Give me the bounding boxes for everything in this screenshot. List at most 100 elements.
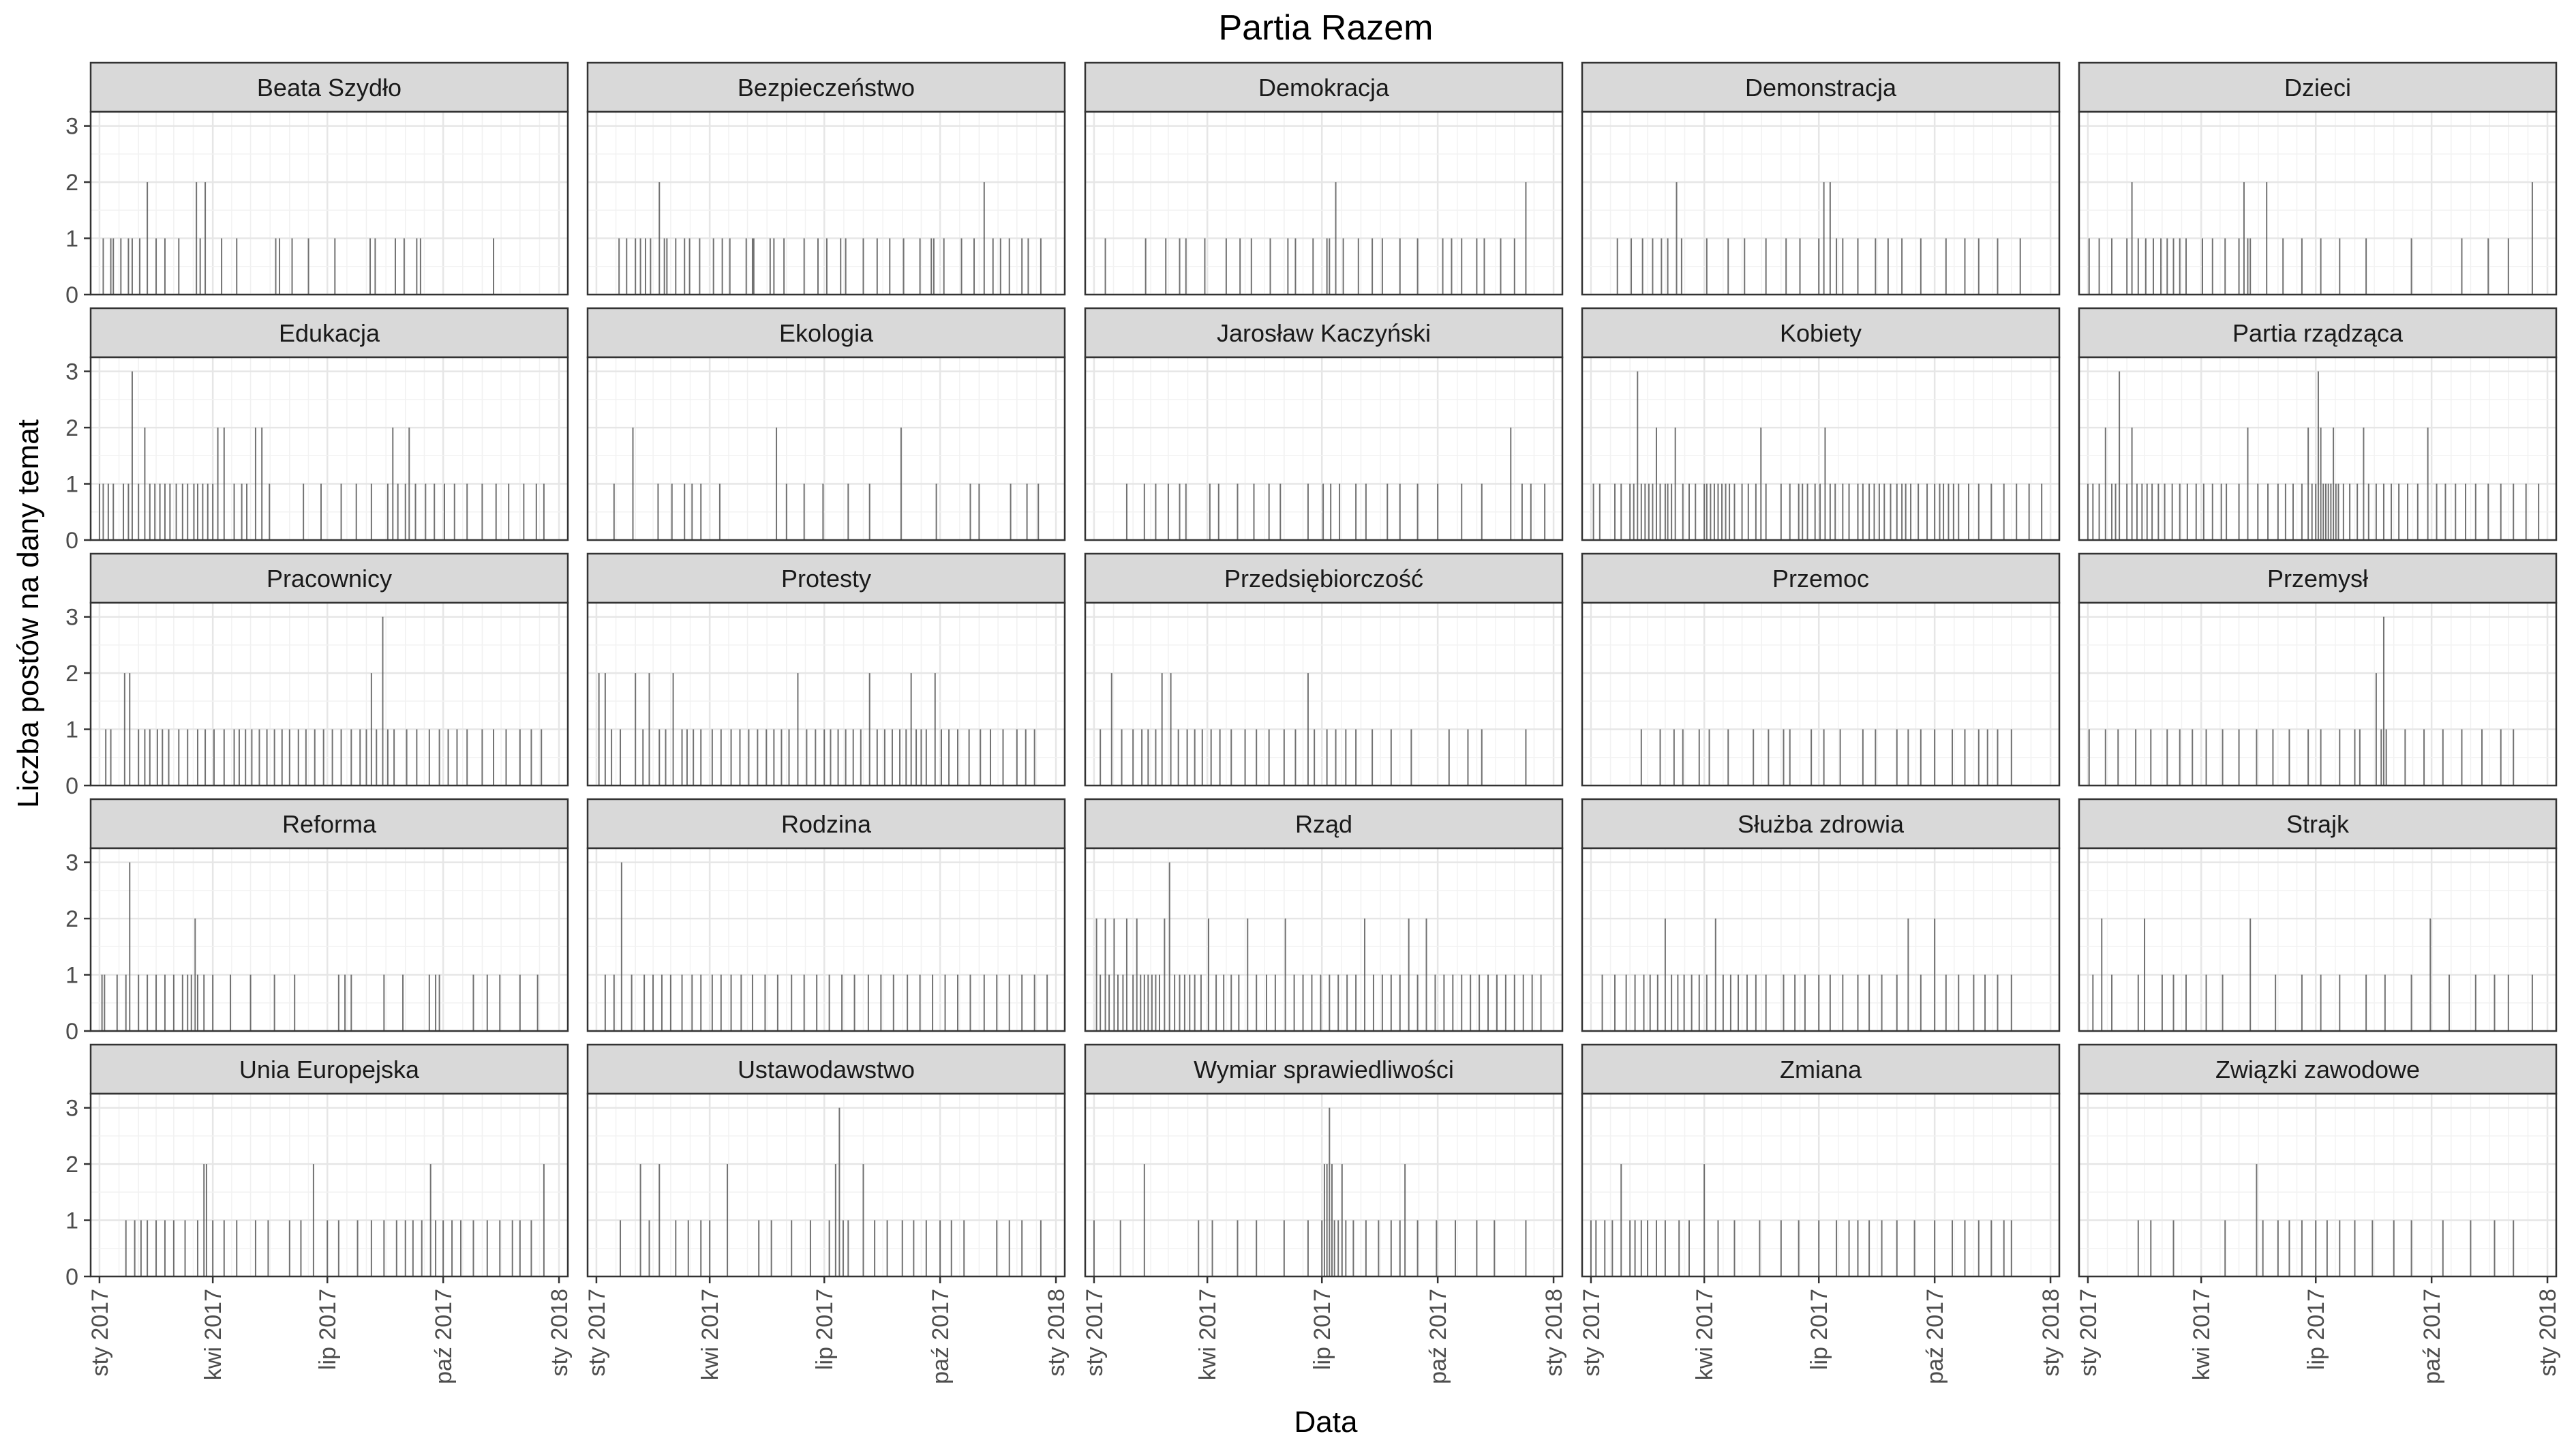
panel-border bbox=[1084, 847, 1564, 1032]
facet-strip-label: Przemoc bbox=[1772, 565, 1869, 593]
facet-strip bbox=[2078, 798, 2558, 850]
panel-border bbox=[2078, 356, 2558, 541]
facet-strip-label: Rodzina bbox=[781, 810, 872, 838]
x-tick-label: lip 2017 bbox=[1309, 1289, 1335, 1370]
plot-background bbox=[2079, 603, 2556, 786]
y-tick-label: 3 bbox=[65, 850, 78, 876]
facet-panel: Demonstracja bbox=[1581, 61, 2061, 296]
facet-panel: Służba zdrowia bbox=[1581, 798, 2061, 1032]
x-tick-label: lip 2017 bbox=[2303, 1289, 2329, 1370]
facet-strip bbox=[1581, 1043, 2061, 1095]
x-tick-label: paź 2017 bbox=[1425, 1289, 1451, 1384]
panel-border bbox=[89, 110, 569, 296]
plot-background bbox=[588, 357, 1065, 540]
x-tick-label: kwi 2017 bbox=[1195, 1289, 1221, 1380]
facet-strip-label: Dzieci bbox=[2284, 74, 2351, 102]
plot-background bbox=[1582, 1094, 2059, 1276]
facet-strip-label: Protesty bbox=[781, 565, 871, 593]
x-tick-label: sty 2018 bbox=[1044, 1289, 1070, 1377]
plot-background bbox=[1582, 848, 2059, 1031]
facet-strip bbox=[89, 1043, 569, 1095]
x-tick-label: sty 2017 bbox=[584, 1289, 610, 1377]
x-tick-label: sty 2017 bbox=[1082, 1289, 1108, 1377]
y-tick-label: 3 bbox=[65, 359, 78, 385]
facet-strip bbox=[2078, 61, 2558, 113]
facet-strip bbox=[2078, 307, 2558, 359]
facet-strip-label: Wymiar sprawiedliwości bbox=[1194, 1056, 1454, 1084]
facet-panel: Zmiana sty 2017 kwi 2017 lip 2017 paź 2017 st… bbox=[1579, 1043, 2064, 1384]
facet-strip bbox=[586, 798, 1066, 850]
panel-border bbox=[586, 1092, 1066, 1278]
facet-strip bbox=[1084, 552, 1564, 604]
plot-background bbox=[588, 848, 1065, 1031]
y-tick-label: 3 bbox=[65, 605, 78, 631]
panel-border bbox=[2078, 601, 2558, 787]
plot-background bbox=[1085, 603, 1562, 786]
facet-strip bbox=[2078, 1043, 2558, 1095]
plot-background bbox=[91, 603, 568, 786]
panel-border bbox=[586, 847, 1066, 1032]
facet-strip-label: Unia Europejska bbox=[239, 1056, 420, 1084]
facet-panel: Ekologia bbox=[586, 307, 1066, 541]
facet-panel: Pracownicy 0 1 2 3 bbox=[65, 552, 569, 799]
plot-background bbox=[588, 603, 1065, 786]
x-tick-label: paź 2017 bbox=[928, 1289, 954, 1384]
plot-background bbox=[91, 1094, 568, 1276]
panel-border bbox=[1581, 110, 2061, 296]
facet-strip bbox=[1084, 307, 1564, 359]
facet-panel: Rząd bbox=[1084, 798, 1564, 1032]
facet-strip bbox=[1581, 552, 2061, 604]
facet-panel: Jarosław Kaczyński bbox=[1084, 307, 1564, 541]
facet-panel: Dzieci bbox=[2078, 61, 2558, 296]
y-tick-label: 0 bbox=[65, 773, 78, 799]
y-tick-label: 0 bbox=[65, 528, 78, 554]
x-tick-label: kwi 2017 bbox=[2189, 1289, 2215, 1380]
x-tick-label: paź 2017 bbox=[431, 1289, 457, 1384]
y-tick-label: 0 bbox=[65, 1019, 78, 1045]
panel-border bbox=[1581, 601, 2061, 787]
y-tick-label: 3 bbox=[65, 1096, 78, 1122]
y-tick-label: 1 bbox=[65, 472, 78, 498]
facet-strip bbox=[89, 307, 569, 359]
y-tick-label: 2 bbox=[65, 415, 78, 441]
facet-panel: Unia Europejska 0 1 2 3 sty 2017 kwi 2017 lip 2… bbox=[65, 1043, 573, 1384]
facet-strip-label: Kobiety bbox=[1780, 319, 1862, 347]
facet-strip-label: Edukacja bbox=[279, 319, 380, 347]
x-tick-label: lip 2017 bbox=[812, 1289, 838, 1370]
y-tick-label: 2 bbox=[65, 170, 78, 196]
x-tick-label: sty 2018 bbox=[2038, 1289, 2064, 1377]
y-tick-label: 1 bbox=[65, 1208, 78, 1234]
panel-border bbox=[586, 356, 1066, 541]
facet-panel: Ustawodawstwo sty 2017 kwi 2017 lip 2017 paź… bbox=[584, 1043, 1070, 1384]
panel-border bbox=[1581, 356, 2061, 541]
plot-background bbox=[91, 112, 568, 295]
panel-border bbox=[89, 356, 569, 541]
facet-panel: Demokracja bbox=[1084, 61, 1564, 296]
y-tick-label: 2 bbox=[65, 661, 78, 687]
facet-strip bbox=[1581, 798, 2061, 850]
x-tick-label: sty 2018 bbox=[1541, 1289, 1567, 1377]
y-axis-title: Liczba postów na dany temat bbox=[12, 419, 45, 808]
plot-background bbox=[1085, 112, 1562, 295]
facet-strip bbox=[2078, 552, 2558, 604]
x-tick-label: kwi 2017 bbox=[1692, 1289, 1718, 1380]
panel-border bbox=[89, 601, 569, 787]
panel-border bbox=[89, 847, 569, 1032]
plot-background bbox=[2079, 848, 2556, 1031]
facet-strip-label: Partia rządząca bbox=[2232, 319, 2404, 347]
facet-strip-label: Służba zdrowia bbox=[1738, 810, 1905, 838]
x-tick-label: kwi 2017 bbox=[697, 1289, 723, 1380]
panel-border bbox=[1581, 1092, 2061, 1278]
y-tick-label: 0 bbox=[65, 1264, 78, 1290]
facet-panel: Beata Szydło 0 1 2 3 bbox=[65, 61, 569, 308]
facet-panel: Protesty bbox=[586, 552, 1066, 787]
plot-background bbox=[2079, 112, 2556, 295]
facet-strip-label: Związki zawodowe bbox=[2215, 1056, 2420, 1084]
facet-panels: Beata Szydło 0 1 2 3 Bezpieczeństwo Demokracja… bbox=[65, 61, 2561, 1384]
facet-panel: Reforma 0 1 2 3 bbox=[65, 798, 569, 1045]
facet-panel: Związki zawodowe sty 2017 kwi 2017 lip 2017… bbox=[2076, 1043, 2561, 1384]
plot-background bbox=[1582, 603, 2059, 786]
x-tick-label: paź 2017 bbox=[2419, 1289, 2445, 1384]
y-tick-label: 1 bbox=[65, 226, 78, 252]
